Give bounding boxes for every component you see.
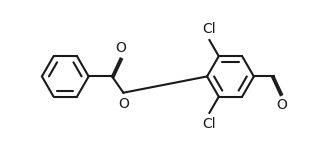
Text: Cl: Cl <box>202 117 215 131</box>
Text: O: O <box>277 98 287 112</box>
Text: Cl: Cl <box>202 22 215 36</box>
Text: O: O <box>115 41 126 55</box>
Text: O: O <box>118 97 129 111</box>
